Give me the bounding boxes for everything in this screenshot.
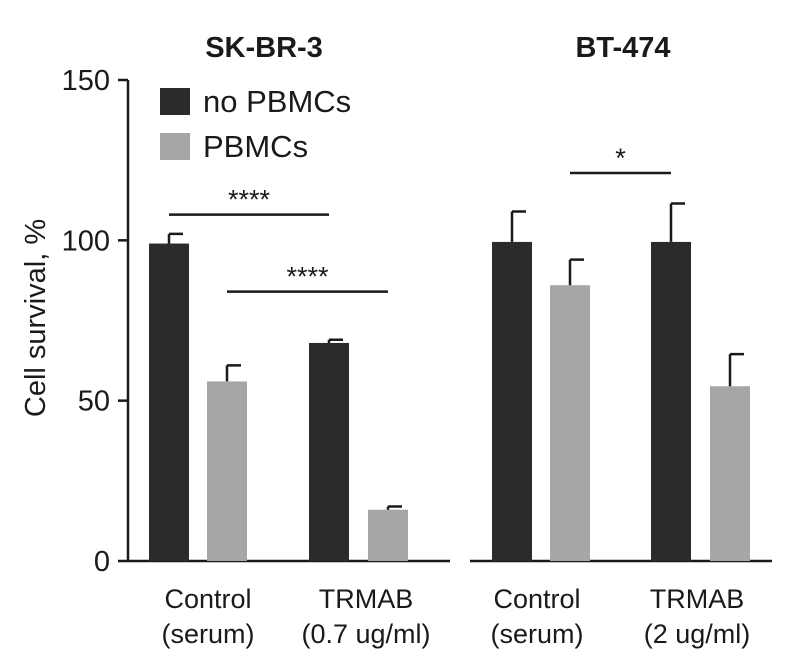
y-axis-label: Cell survival, % bbox=[20, 219, 52, 417]
bar-no-pbmcs bbox=[492, 241, 532, 562]
panel-title: BT-474 bbox=[575, 32, 670, 64]
error-bar bbox=[568, 258, 584, 286]
y-axis: 0 50 100 150 Cell survival, % bbox=[20, 65, 130, 578]
error-bar bbox=[669, 202, 685, 242]
legend: no PBMCs PBMCs bbox=[160, 84, 351, 164]
legend-label: PBMCs bbox=[203, 129, 308, 164]
error-bar bbox=[225, 364, 241, 382]
category-label-line1: Control bbox=[164, 584, 251, 614]
bar-no-pbmcs bbox=[309, 342, 349, 561]
y-tick-label: 50 bbox=[78, 386, 110, 418]
legend-swatch bbox=[160, 88, 190, 115]
significance-label: * bbox=[615, 143, 626, 173]
error-bar bbox=[510, 210, 526, 242]
bar-pbmcs bbox=[207, 381, 247, 561]
significance-label: **** bbox=[286, 262, 329, 292]
category-label-line2: (serum) bbox=[162, 619, 255, 649]
panel-1: SK-BR-3 Control (serum) TRMAB (0.7 ug/ml) ***… bbox=[128, 32, 450, 649]
bar-pbmcs bbox=[550, 285, 590, 561]
bar-no-pbmcs bbox=[149, 243, 189, 562]
category-label-line2: (0.7 ug/ml) bbox=[301, 619, 430, 649]
category-label-line2: (2 ug/ml) bbox=[644, 619, 751, 649]
category-label-line1: Control bbox=[493, 584, 580, 614]
bar-no-pbmcs bbox=[651, 241, 691, 562]
bar-pbmcs bbox=[368, 509, 408, 561]
panel-2: BT-474 Control (serum) TRMAB (2 ug/ml) * bbox=[470, 32, 772, 649]
error-bar bbox=[386, 505, 402, 510]
error-bar bbox=[167, 232, 183, 244]
bar-pbmcs bbox=[710, 386, 750, 561]
error-bar bbox=[728, 352, 744, 387]
y-tick-label: 150 bbox=[62, 65, 110, 97]
y-tick-label: 100 bbox=[62, 225, 110, 257]
y-tick-label: 0 bbox=[94, 546, 110, 578]
significance-label: **** bbox=[228, 185, 271, 215]
panel-title: SK-BR-3 bbox=[205, 32, 323, 64]
legend-label: no PBMCs bbox=[203, 84, 351, 119]
category-label-line2: (serum) bbox=[491, 619, 584, 649]
y-ticks: 0 50 100 150 bbox=[62, 65, 128, 578]
category-label-line1: TRMAB bbox=[650, 584, 745, 614]
category-label-line1: TRMAB bbox=[319, 584, 414, 614]
legend-swatch bbox=[160, 133, 190, 160]
error-bar bbox=[327, 338, 343, 343]
